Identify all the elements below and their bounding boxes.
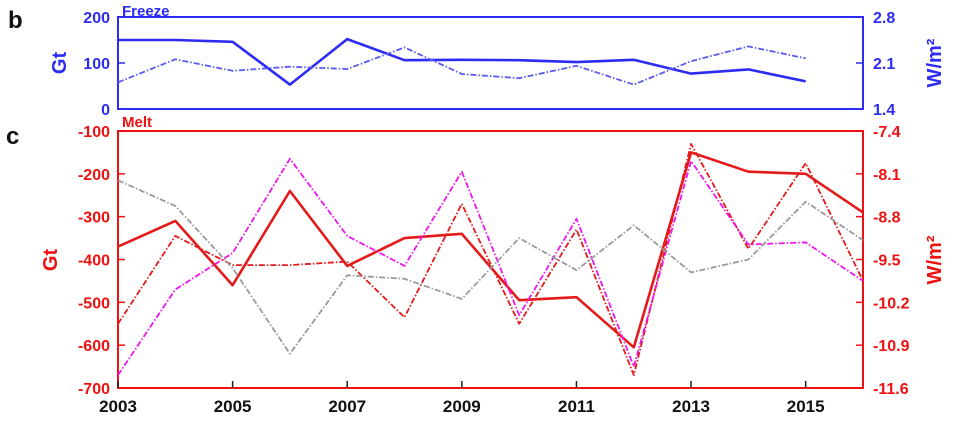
- left-tick-label: -200: [78, 167, 110, 184]
- left-tick-label: -300: [78, 210, 110, 227]
- series-line-3: [117, 157, 864, 376]
- panel-b-series: [117, 37, 806, 86]
- panel-b-frame: [117, 16, 864, 110]
- panel-b-left-ticks: 0 100 200: [83, 10, 125, 119]
- panel-b-title: Freeze: [122, 3, 170, 20]
- series-line-1: [117, 151, 864, 349]
- panel-c-frame: [117, 130, 864, 389]
- x-tick-label: 2011: [558, 397, 595, 416]
- panel-c: c Melt Gt W/m² -100-200-300-400-500-600-…: [6, 114, 946, 416]
- right-tick-label: -7.4: [873, 124, 901, 141]
- left-tick-label: -700: [78, 381, 110, 398]
- right-tick-label: -11.6: [873, 381, 909, 398]
- right-tick-label: 1.4: [873, 102, 895, 119]
- panel-b: b Freeze Gt W/m² 0 100 200 1.4 2.1 2.8: [8, 3, 946, 119]
- panel-c-series: [117, 142, 864, 377]
- right-tick-label: -8.8: [873, 210, 901, 227]
- series-line-2: [117, 45, 806, 86]
- panel-c-title: Melt: [122, 114, 152, 131]
- series-line-4: [117, 179, 864, 355]
- left-tick-label: 0: [101, 102, 110, 119]
- left-tick-label: -100: [78, 124, 110, 141]
- right-tick-label: 2.8: [873, 10, 895, 27]
- right-tick-label: -10.9: [873, 338, 910, 355]
- left-tick-label: -500: [78, 295, 110, 312]
- panel-b-right-ticks: 1.4 2.1 2.8: [856, 10, 895, 119]
- x-tick-label: 2005: [214, 397, 252, 416]
- panel-c-left-axis-label: Gt: [40, 249, 62, 272]
- panel-b-right-axis-label: W/m²: [924, 38, 946, 87]
- panel-b-label: b: [8, 7, 23, 34]
- panel-c-right-ticks: -7.4 -8.1 -8.8 -9.5 -10.2 -10.9 -11.6: [856, 124, 910, 398]
- x-tick-label: 2015: [787, 397, 825, 416]
- panel-c-right-axis-label: W/m²: [924, 235, 946, 284]
- panel-c-label: c: [6, 123, 19, 150]
- right-tick-label: -8.1: [873, 167, 901, 184]
- series-line-2: [117, 142, 864, 377]
- left-tick-label: 200: [83, 10, 110, 27]
- series-line-1: [118, 37, 806, 86]
- x-tick-label: 2003: [99, 397, 137, 416]
- panel-c-left-ticks: -100 -200 -300 -400 -500 -600 -700: [78, 124, 125, 398]
- right-tick-label: 2.1: [873, 56, 895, 73]
- panel-c-x-ticks: 2003 2005 2007 2009 2011 2013 2015: [99, 381, 825, 416]
- x-tick-label: 2009: [443, 397, 481, 416]
- x-tick-label: 2007: [328, 397, 366, 416]
- left-tick-label: -400: [78, 253, 110, 270]
- right-tick-label: -10.2: [873, 295, 910, 312]
- right-tick-label: -9.5: [873, 253, 901, 270]
- panel-b-left-axis-label: Gt: [49, 52, 71, 75]
- left-tick-label: -600: [78, 338, 110, 355]
- left-tick-label: 100: [83, 56, 110, 73]
- x-tick-label: 2013: [672, 397, 710, 416]
